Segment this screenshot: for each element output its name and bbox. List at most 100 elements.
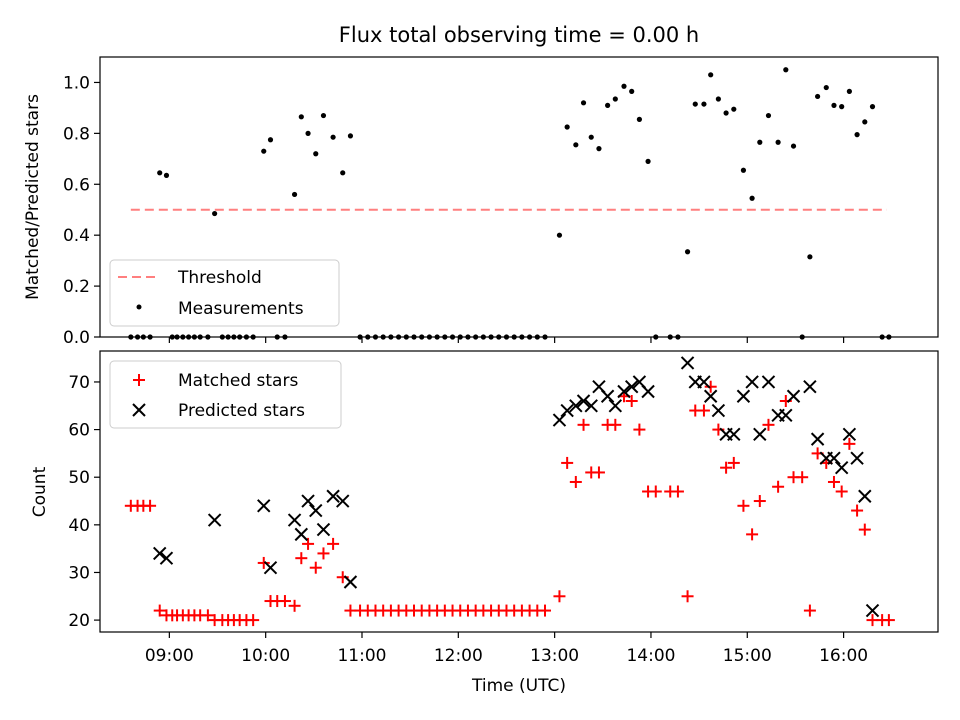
predicted-star-point [727,427,741,442]
ratio-panel: 0.0 0.2 0.4 0.6 0.8 1.0 Matched/Predicted sta… [23,56,939,348]
matched-star-point [737,499,750,512]
measurement-point [807,254,813,260]
predicted-star-point [552,413,567,427]
measurement-point [298,114,304,120]
matched-star-point [295,552,308,565]
measurement-point [740,167,747,173]
matched-star-point [681,590,694,603]
chart-title: Flux total observing time = 0.00 h [339,23,699,47]
predicted-star-point [287,513,302,527]
x-tick-label: 09:00 [145,646,194,666]
measurement-point [814,93,821,100]
predicted-star-point [761,375,776,389]
matched-star-point [697,404,710,417]
matched-star-point [753,495,766,508]
top-legend: Threshold Measurements [109,259,340,327]
matched-star-point [803,604,816,617]
matched-star-point [633,423,646,436]
measurement-point [291,191,298,198]
measurement-point [305,130,311,136]
predicted-star-point [865,603,880,618]
bottom-y-axis-label: Count [30,466,50,517]
predicted-star-point [343,575,358,589]
measurement-point [846,88,852,94]
predicted-star-point [309,503,323,518]
matched-star-point [762,418,775,431]
x-tick-label: 10:00 [241,646,290,666]
top-y-tick-label: 0.4 [63,226,90,246]
measurement-point [765,112,772,119]
bottom-y-tick-label: 60 [68,421,90,441]
predicted-star-point [263,560,278,575]
predicted-star-point [617,384,631,399]
measurement-point [580,100,587,106]
measurement-point [157,170,163,176]
bottom-y-tick-label: 30 [68,563,90,583]
measurement-point [715,96,721,102]
measurement-point [588,134,594,140]
predicted-star-point [810,432,825,446]
measurement-point [320,112,327,119]
measurement-point [163,172,170,178]
predicted-star-point [569,399,583,413]
predicted-legend-label: Predicted stars [178,401,305,421]
measurements-legend-swatch [136,304,142,310]
measurement-point [790,143,797,149]
measurement-point [701,101,707,107]
bottom-y-tick-label: 40 [68,516,90,536]
matched-star-point [851,504,864,517]
measurement-point [749,195,755,201]
predicted-star-point [624,380,639,394]
matched-star-point [727,456,740,469]
top-y-ticks: 0.0 0.2 0.4 0.6 0.8 1.0 [63,73,100,348]
matched-star-point [327,537,340,550]
predicted-legend-swatch [132,403,146,417]
bottom-legend: Matched stars Predicted stars [109,360,342,429]
predicted-star-point [703,389,718,403]
predicted-star-point [786,389,801,403]
top-legend-box [109,259,340,327]
threshold-legend-label: Threshold [177,268,262,288]
x-tick-label: 13:00 [530,646,579,666]
measurement-point [267,137,274,143]
matched-star-point [561,456,574,469]
measurement-point [612,96,618,102]
x-tick-label: 11:00 [337,646,386,666]
predicted-star-point [316,522,331,537]
matched-star-point [539,604,552,617]
measurement-point [330,134,336,140]
top-y-tick-label: 0.8 [63,124,90,144]
measurement-point [775,139,781,145]
matched-star-point [827,475,840,488]
measurement-point [261,148,267,154]
measurement-point [731,106,737,112]
matched-star-point [302,537,315,550]
measurement-point [605,102,611,108]
matched-star-point [201,609,214,622]
measurement-point [636,116,643,122]
top-y-tick-label: 1.0 [63,73,90,93]
top-x-ticks [168,337,845,343]
matched-star-point [882,614,895,627]
matched-star-point [153,604,166,617]
matched-star-point [257,556,270,569]
x-tick-label: 16:00 [819,646,868,666]
predicted-star-point [600,389,615,403]
count-panel: 20 30 40 50 60 70 09:00 10:00 11:00 12:00 13:00 14… [30,350,939,696]
measurement-point [347,133,354,139]
x-tick-label: 14:00 [626,646,675,666]
measurement-point [708,72,714,78]
top-y-axis-label: Matched/Predicted stars [23,94,43,300]
x-axis-label: Time (UTC) [471,676,566,696]
matched-star-point [704,380,717,393]
measurement-point [723,110,729,116]
measurement-point [596,146,602,152]
measurement-point [862,119,868,125]
measurement-point [783,67,789,73]
measurement-point [629,88,635,94]
bottom-y-tick-label: 50 [68,468,90,488]
measurement-point [313,151,319,157]
measurement-point [692,101,698,107]
predicted-star-point [842,427,857,442]
